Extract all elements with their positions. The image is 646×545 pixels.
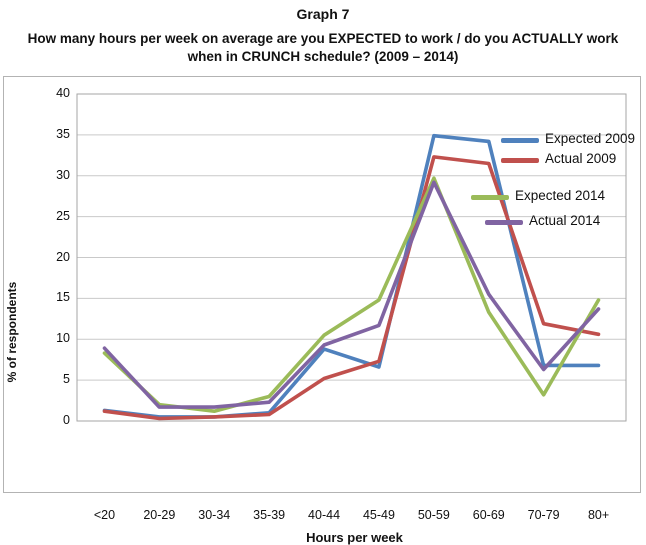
x-tick-label: 70-79 — [527, 508, 560, 522]
x-tick-label: 45-49 — [362, 508, 395, 522]
legend-label: Expected 2009 — [545, 131, 636, 146]
y-tick-label: 30 — [56, 167, 70, 182]
x-tick-label: 60-69 — [472, 508, 505, 522]
series-line-actual-2014 — [102, 180, 601, 409]
y-tick-label: 15 — [56, 290, 70, 305]
x-tick-label: 35-39 — [253, 508, 286, 522]
legend-line-swatch — [485, 220, 523, 225]
x-tick-label: 50-59 — [417, 508, 450, 522]
page-title: Graph 7 — [296, 6, 350, 22]
legend-label: Expected 2014 — [515, 188, 606, 203]
legend-line-swatch — [471, 195, 509, 200]
x-tick-label: 30-34 — [198, 508, 231, 522]
x-tick-label: 20-29 — [143, 508, 176, 522]
y-tick-label: 20 — [56, 249, 70, 264]
series-line-expected-2014 — [102, 176, 601, 414]
plot-area — [76, 93, 627, 422]
legend-label: Actual 2014 — [529, 213, 601, 228]
y-tick-label: 0 — [63, 413, 70, 427]
y-tick-label: 25 — [56, 208, 70, 223]
y-tick-label: 5 — [63, 372, 70, 387]
series-line-expected-2009 — [102, 133, 601, 419]
series-line-actual-2009 — [102, 155, 601, 421]
plot-border — [76, 93, 627, 422]
legend-line-swatch — [501, 138, 539, 143]
x-tick-label: 40-44 — [308, 508, 341, 522]
x-axis-title: Hours per week — [306, 530, 403, 545]
legend-line-swatch — [501, 158, 539, 163]
y-tick-label: 35 — [56, 126, 70, 141]
y-tick-label: 10 — [56, 331, 70, 346]
chart-area: % of respondents Hours per week 0 5 10 15 20… — [3, 76, 641, 545]
y-tick-label: 40 — [56, 86, 70, 100]
x-tick-label: <20 — [93, 508, 116, 522]
chart-subtitle: How many hours per week on average are y… — [27, 31, 619, 64]
legend-label: Actual 2009 — [545, 151, 617, 166]
x-tick-label: 80+ — [587, 508, 610, 522]
